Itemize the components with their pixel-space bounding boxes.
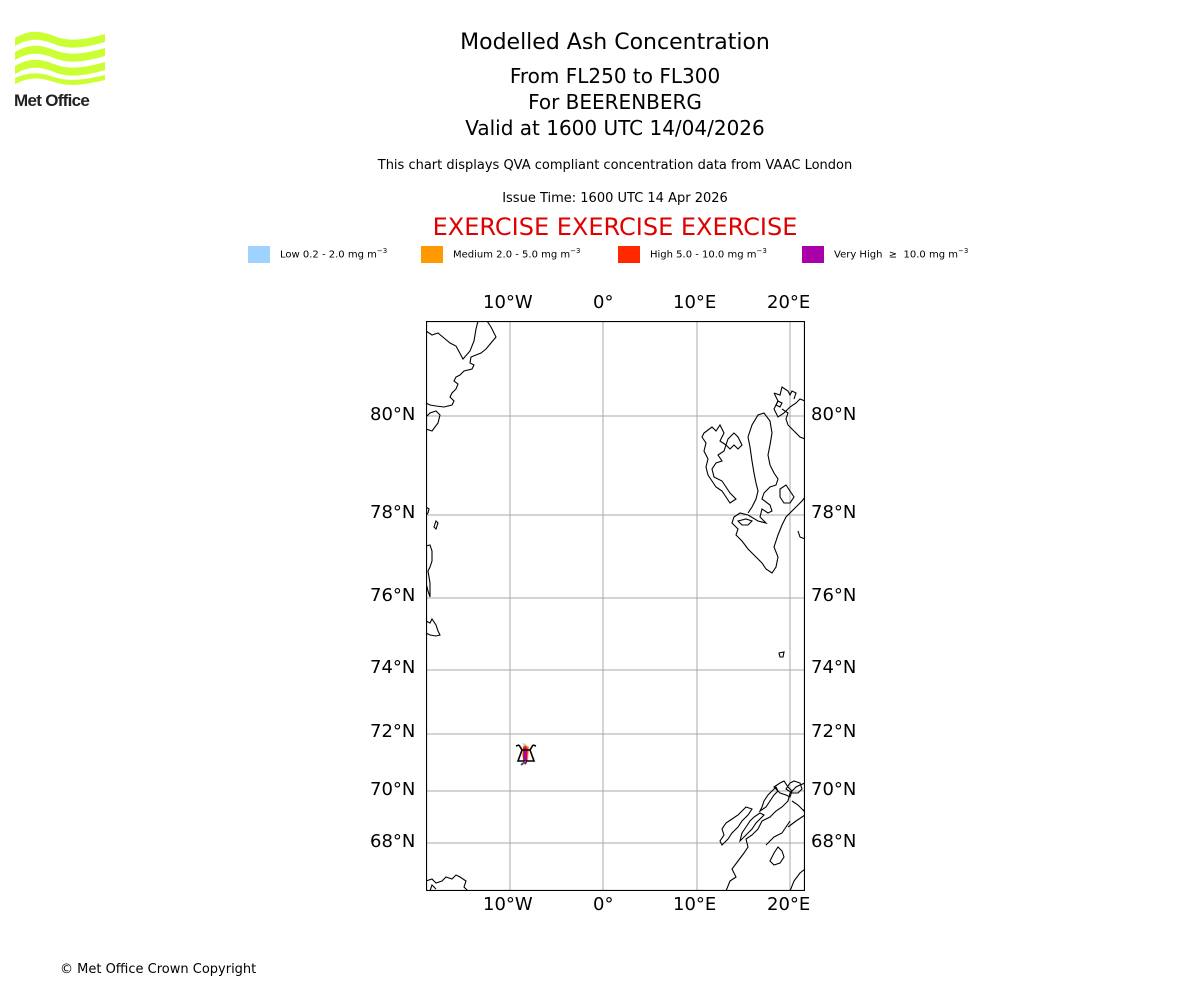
met-office-logo-text: Met Office	[14, 91, 90, 110]
map-gridlines	[426, 321, 805, 891]
chart-title: Modelled Ash Concentration	[460, 30, 770, 55]
lon-tick-top-20e: 20°E	[767, 292, 811, 313]
map-frame	[426, 321, 805, 891]
volcano-name: For BEERENBERG	[528, 90, 702, 114]
legend-item-medium: Medium 2.0 - 5.0 mg m−3	[421, 245, 580, 263]
lat-tick-left-68n: 68°N	[370, 831, 416, 852]
lon-tick-top-10w: 10°W	[483, 292, 533, 313]
lat-tick-left-78n: 78°N	[370, 502, 416, 523]
issue-time: Issue Time: 1600 UTC 14 Apr 2026	[502, 191, 728, 206]
legend-label-very-high: Very High ≥ 10.0 mg m−3	[834, 247, 969, 261]
lat-tick-right-74n: 74°N	[811, 657, 857, 678]
qva-note: This chart displays QVA compliant concen…	[377, 158, 853, 173]
lat-tick-right-68n: 68°N	[811, 831, 857, 852]
lon-tick-bottom-10e: 10°E	[673, 894, 717, 915]
lat-tick-right-78n: 78°N	[811, 502, 857, 523]
legend-label-medium: Medium 2.0 - 5.0 mg m−3	[453, 247, 581, 261]
legend-swatch-low	[248, 245, 270, 263]
legend-label-high: High 5.0 - 10.0 mg m−3	[650, 247, 767, 261]
lat-tick-left-80n: 80°N	[370, 404, 416, 425]
valid-time: Valid at 1600 UTC 14/04/2026	[465, 116, 765, 140]
lat-tick-left-76n: 76°N	[370, 585, 416, 606]
legend-item-very-high: Very High ≥ 10.0 mg m−3	[802, 245, 968, 263]
exercise-banner: EXERCISE EXERCISE EXERCISE	[432, 213, 798, 241]
flight-level-range: From FL250 to FL300	[509, 64, 721, 88]
ash-concentration-map[interactable]	[426, 321, 805, 891]
lat-tick-right-80n: 80°N	[811, 404, 857, 425]
lat-tick-left-70n: 70°N	[370, 779, 416, 800]
lon-tick-bottom-0: 0°	[593, 894, 614, 915]
met-office-logo-waves-icon	[15, 31, 105, 85]
lon-tick-bottom-10w: 10°W	[483, 894, 533, 915]
lat-tick-right-76n: 76°N	[811, 585, 857, 606]
lon-tick-bottom-20e: 20°E	[767, 894, 811, 915]
lat-tick-left-72n: 72°N	[370, 721, 416, 742]
lat-tick-right-70n: 70°N	[811, 779, 857, 800]
copyright-notice: © Met Office Crown Copyright	[60, 962, 257, 977]
volcano-icon[interactable]	[515, 743, 537, 766]
legend-swatch-high	[618, 245, 640, 263]
legend-item-low: Low 0.2 - 2.0 mg m−3	[248, 245, 387, 263]
legend-swatch-very-high	[802, 245, 824, 263]
legend-label-low: Low 0.2 - 2.0 mg m−3	[280, 247, 388, 261]
lon-tick-top-0: 0°	[593, 292, 614, 313]
lat-tick-right-72n: 72°N	[811, 721, 857, 742]
legend-item-high: High 5.0 - 10.0 mg m−3	[618, 245, 767, 263]
coastlines	[426, 321, 805, 891]
lon-tick-top-10e: 10°E	[673, 292, 717, 313]
lat-tick-left-74n: 74°N	[370, 657, 416, 678]
legend-swatch-medium	[421, 245, 443, 263]
